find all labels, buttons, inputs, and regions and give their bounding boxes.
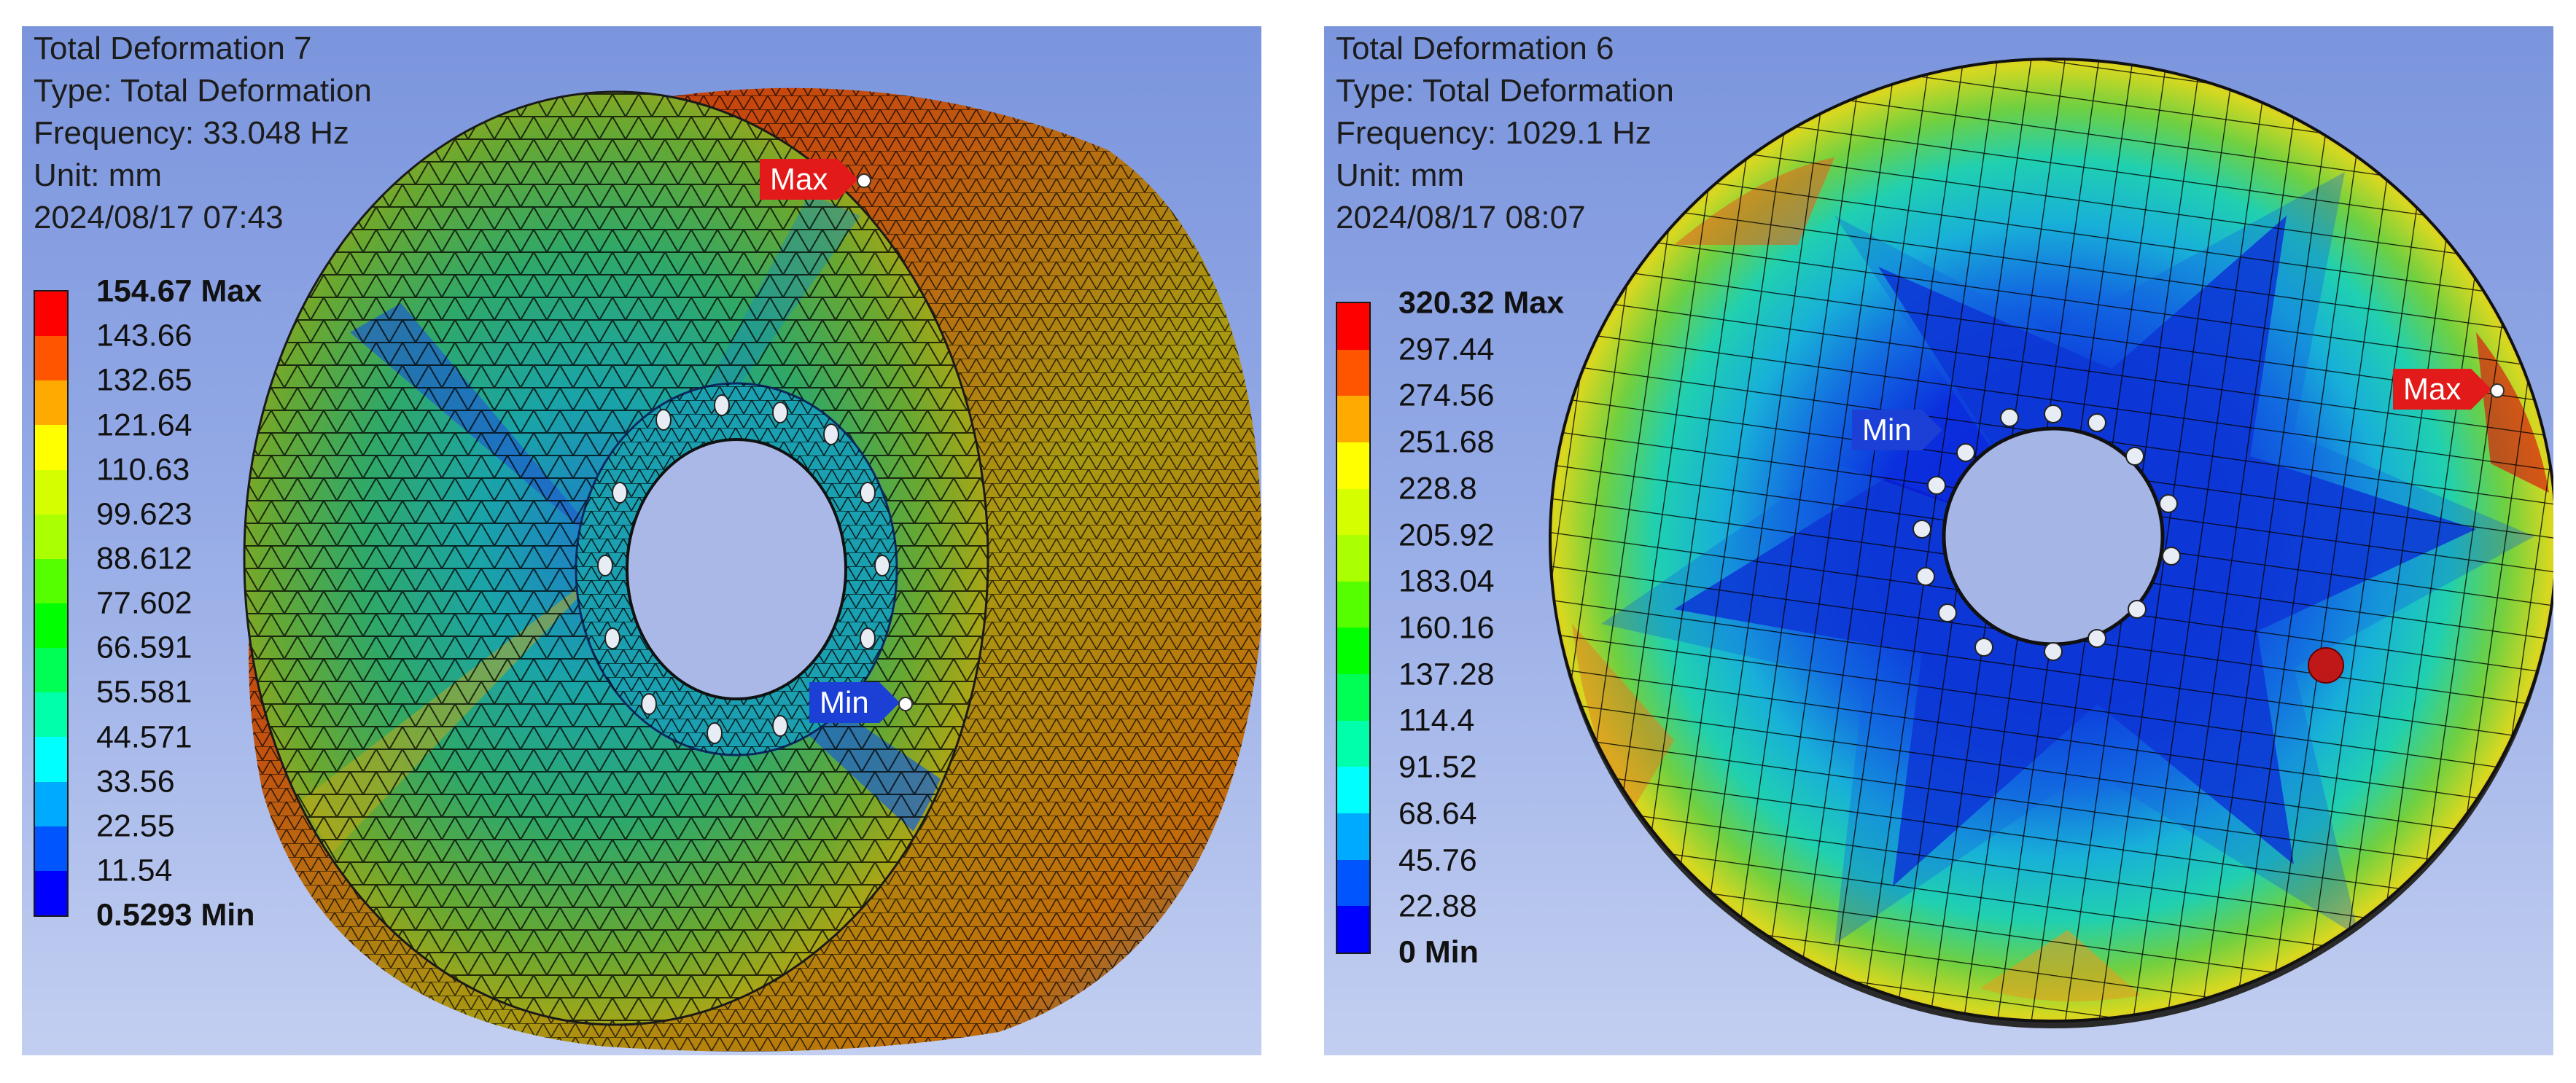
legend-color-band xyxy=(1337,674,1369,721)
legend-color-band xyxy=(35,425,67,470)
legend-color-band xyxy=(35,692,67,738)
legend-level-label: 91.52 xyxy=(1398,749,1477,785)
legend-color-band xyxy=(1337,720,1369,767)
min-probe-text: Min xyxy=(1862,413,1912,447)
legend-level-label: 11.54 xyxy=(96,853,173,888)
legend-min-label: 0.5293 Min xyxy=(96,897,255,933)
max-probe-text: Max xyxy=(770,162,828,196)
legend-color-band xyxy=(1337,349,1369,396)
legend-color-band xyxy=(35,648,67,693)
legend-level-label: 160.16 xyxy=(1398,610,1495,646)
legend-max-label: 320.32 Max xyxy=(1398,285,1565,321)
legend-level-label: 143.66 xyxy=(96,318,192,353)
min-probe-text: Min xyxy=(820,685,869,719)
legend-level-label: 66.591 xyxy=(96,630,192,665)
deformed-rotor-model[interactable] xyxy=(22,26,1261,1055)
legend-level-label: 99.623 xyxy=(96,496,192,532)
bolt-holes xyxy=(1912,404,2181,661)
legend-color-band xyxy=(35,781,67,826)
legend-level-label: 55.581 xyxy=(96,674,192,710)
result-unit: Unit: mm xyxy=(34,157,162,193)
legend-color-band xyxy=(1337,396,1369,442)
legend-level-label: 228.8 xyxy=(1398,471,1477,507)
legend-color-band xyxy=(35,870,67,915)
result-date: 2024/08/17 08:07 xyxy=(1336,200,1586,235)
result-type: Type: Total Deformation xyxy=(34,73,372,109)
result-frequency: Frequency: 1029.1 Hz xyxy=(1336,115,1651,151)
min-probe-label[interactable]: Min xyxy=(809,682,913,723)
result-title: Total Deformation 6 xyxy=(1336,31,1614,66)
legend-min-label: 0 Min xyxy=(1398,934,1479,970)
legend-color-band xyxy=(1337,767,1369,814)
legend-color-band xyxy=(35,514,67,559)
legend-color-band xyxy=(1337,627,1369,675)
legend-color-bar xyxy=(1336,302,1371,954)
legend-color-band xyxy=(35,558,67,603)
min-probe-marker xyxy=(898,697,913,711)
max-probe-marker xyxy=(857,173,872,188)
legend-max-label: 154.67 Max xyxy=(96,273,262,309)
legend-color-band xyxy=(35,292,67,337)
legend-color-band xyxy=(35,826,67,871)
max-probe-label[interactable]: Max xyxy=(2393,369,2505,410)
legend-level-label: 68.64 xyxy=(1398,796,1477,832)
max-probe-marker xyxy=(2490,383,2505,398)
legend-level-label: 114.4 xyxy=(1398,703,1475,738)
result-viewport-right[interactable]: Total Deformation 6 Type: Total Deformat… xyxy=(1324,26,2553,1055)
legend-color-bar xyxy=(34,290,69,917)
legend-color-band xyxy=(35,380,67,426)
max-probe-text: Max xyxy=(2403,372,2462,406)
result-info: Total Deformation 7 Type: Total Deformat… xyxy=(34,28,372,239)
min-probe-label[interactable]: Min xyxy=(1852,410,1942,450)
legend-level-label: 121.64 xyxy=(96,407,192,443)
legend-level-label: 22.55 xyxy=(96,808,175,844)
legend-color-band xyxy=(1337,581,1369,628)
legend-level-label: 33.56 xyxy=(96,764,175,799)
legend-level-label: 137.28 xyxy=(1398,657,1495,692)
legend-level-label: 132.65 xyxy=(96,362,192,398)
legend-color-band xyxy=(35,336,67,381)
legend-color-band xyxy=(35,737,67,782)
legend-color-band xyxy=(1337,442,1369,489)
legend-level-label: 297.44 xyxy=(1398,332,1495,367)
result-viewport-left[interactable]: Total Deformation 7 Type: Total Deformat… xyxy=(22,26,1261,1055)
legend-level-label: 22.88 xyxy=(1398,888,1477,924)
legend-color-band xyxy=(1337,535,1369,582)
legend-level-label: 77.602 xyxy=(96,585,192,621)
result-unit: Unit: mm xyxy=(1336,157,1464,193)
result-info: Total Deformation 6 Type: Total Deformat… xyxy=(1336,28,1674,239)
legend-color-band xyxy=(35,469,67,515)
result-date: 2024/08/17 07:43 xyxy=(34,200,284,235)
max-probe-label[interactable]: Max xyxy=(760,159,872,200)
legend-level-label: 88.612 xyxy=(96,541,192,576)
legend-level-label: 205.92 xyxy=(1398,517,1495,553)
legend-level-label: 44.571 xyxy=(96,719,192,755)
legend-color-band xyxy=(1337,488,1369,536)
legend-color-band xyxy=(1337,859,1369,907)
center-bore xyxy=(626,438,847,700)
legend-color-band xyxy=(1337,906,1369,953)
legend-color-band xyxy=(35,603,67,649)
legend-color-band xyxy=(1337,813,1369,860)
legend-level-label: 274.56 xyxy=(1398,378,1495,413)
legend-color-band xyxy=(1337,303,1369,350)
legend-level-label: 110.63 xyxy=(96,452,190,488)
point-marker xyxy=(2308,647,2344,684)
result-title: Total Deformation 7 xyxy=(34,31,312,66)
legend-level-label: 251.68 xyxy=(1398,424,1495,460)
legend-level-label: 183.04 xyxy=(1398,563,1495,599)
result-type: Type: Total Deformation xyxy=(1336,73,1674,109)
deformed-disc-model[interactable] xyxy=(1324,26,2553,1055)
legend-level-label: 45.76 xyxy=(1398,842,1477,878)
result-frequency: Frequency: 33.048 Hz xyxy=(34,115,349,151)
